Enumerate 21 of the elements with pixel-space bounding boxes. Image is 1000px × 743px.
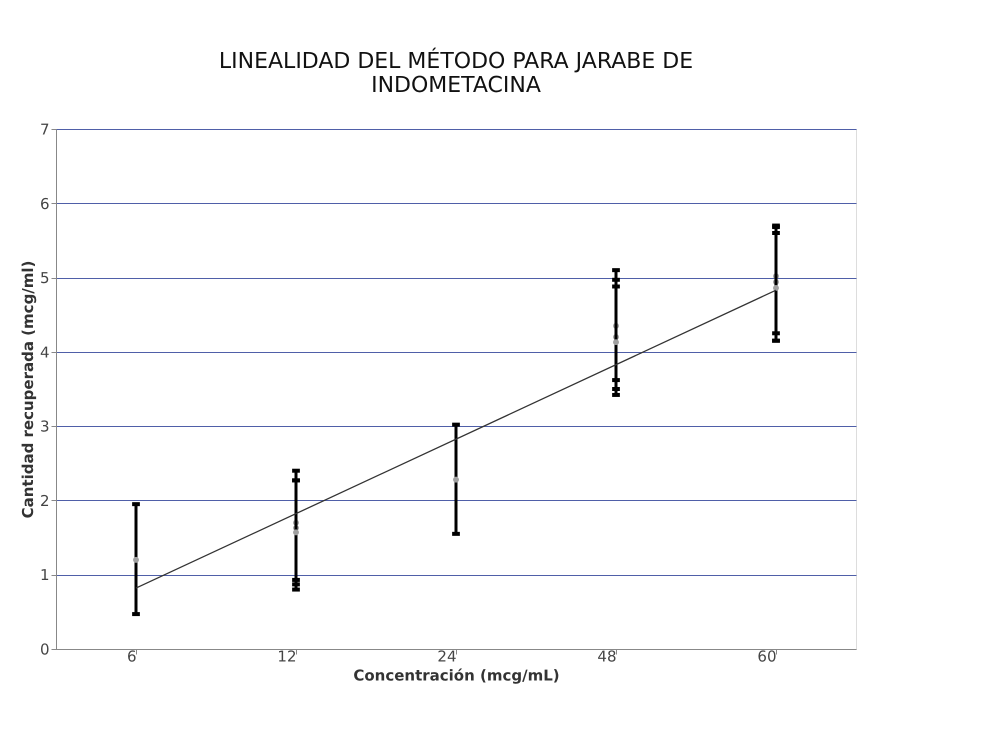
point	[293, 529, 299, 536]
x-tick-label: 48	[597, 648, 616, 666]
y-tick-label: 7	[40, 120, 50, 138]
x-tick-label: 24	[437, 648, 456, 666]
y-tick-label: 5	[40, 269, 50, 288]
point	[773, 285, 779, 291]
y-tick-label: 2	[40, 492, 50, 510]
point	[453, 476, 459, 483]
point	[133, 556, 139, 563]
y-axis-title: Cantidad recuperada (mcg/ml)	[18, 260, 37, 518]
chart-title: LINEALIDAD DEL MÉTODO PARA JARABE DE INDOMETACINA	[218, 47, 694, 98]
x-axis-title: Concentración (mcg/mL)	[353, 666, 560, 684]
y-tick-label: 3	[40, 418, 50, 436]
y-tick-label: 4	[40, 343, 50, 362]
y-tick-label: 1	[40, 566, 50, 584]
y-tick-label: 0	[40, 640, 50, 658]
x-tick-label: 60	[757, 648, 776, 666]
x-tick-label: 6	[126, 648, 136, 666]
y-tick-label: 6	[40, 194, 50, 213]
point	[613, 339, 619, 346]
x-tick-label: 12	[277, 648, 296, 666]
